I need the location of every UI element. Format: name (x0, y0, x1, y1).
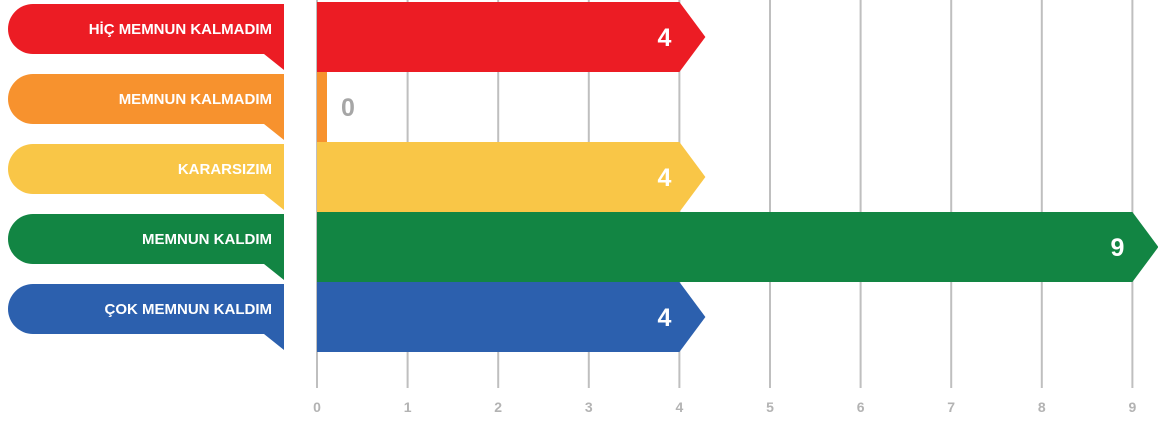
x-tick-label-4: 4 (676, 399, 684, 415)
category-label-c-ok-memnun-kaldim: ÇOK MEMNUN KALDIM (105, 301, 272, 318)
category-label-memnun-kalmadim: MEMNUN KALMADIM (119, 91, 272, 108)
bars: 4 0 4 9 4 (317, 2, 1158, 352)
value-label-hi-c-memnun-kalmadim: 4 (657, 24, 671, 52)
bar-kararsizim (317, 142, 706, 212)
x-tick-label-0: 0 (313, 399, 321, 415)
category-bubble-memnun-kalmadim (8, 74, 284, 140)
x-tick-label-6: 6 (857, 399, 865, 415)
bar-memnun-kalmadim (317, 72, 327, 142)
category-label-memnun-kaldim: MEMNUN KALDIM (142, 231, 272, 248)
x-tick-label-5: 5 (766, 399, 774, 415)
category-label-kararsizim: KARARSIZIM (178, 161, 272, 178)
category-label-hi-c-memnun-kalmadim: HİÇ MEMNUN KALMADIM (89, 21, 272, 38)
bar-c-ok-memnun-kaldim (317, 282, 706, 352)
category-bubble-hi-c-memnun-kalmadim (8, 4, 284, 70)
value-label-memnun-kalmadim: 0 (341, 94, 355, 122)
category-bubble-c-ok-memnun-kaldim (8, 284, 284, 350)
category-labels: HİÇ MEMNUN KALMADIM MEMNUN KALMADIM KARARS… (8, 4, 284, 350)
x-tick-label-1: 1 (404, 399, 412, 415)
value-label-kararsizim: 4 (657, 164, 671, 192)
x-tick-label-8: 8 (1038, 399, 1046, 415)
x-axis-ticks: 0 1 2 3 4 5 6 7 8 9 (313, 399, 1136, 415)
bar-hi-c-memnun-kalmadim (317, 2, 706, 72)
bar-memnun-kaldim (317, 212, 1158, 282)
value-label-c-ok-memnun-kaldim: 4 (657, 304, 671, 332)
x-tick-label-7: 7 (947, 399, 955, 415)
x-tick-label-2: 2 (494, 399, 502, 415)
x-tick-label-9: 9 (1129, 399, 1137, 415)
x-tick-label-3: 3 (585, 399, 593, 415)
value-label-memnun-kaldim: 9 (1110, 234, 1124, 262)
category-bubble-kararsizim (8, 144, 284, 210)
category-bubble-memnun-kaldim (8, 214, 284, 280)
